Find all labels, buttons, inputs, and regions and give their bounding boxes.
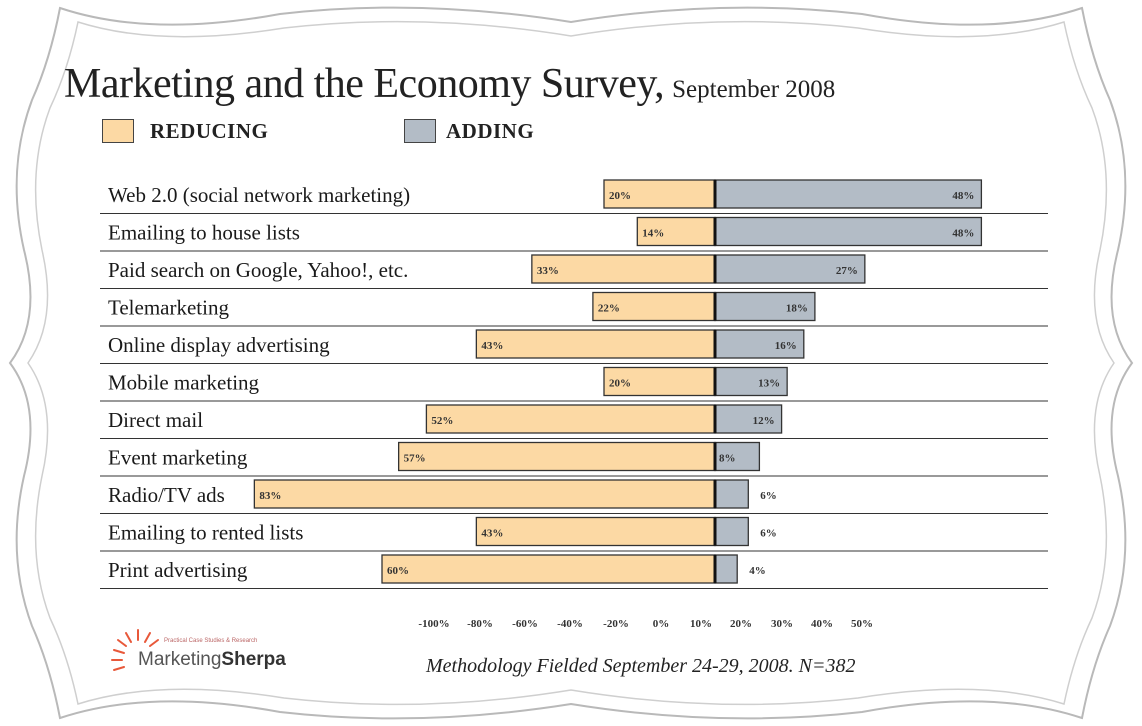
bar-adding [714, 291, 816, 322]
data-label-reducing: 33% [537, 265, 559, 277]
methodology-footnote: Methodology Fielded September 24-29, 200… [426, 655, 856, 677]
sunburst-icon [111, 629, 159, 671]
data-label-adding: 6% [760, 528, 777, 540]
category-label: Print advertising [108, 558, 248, 582]
x-tick-label: 30% [771, 618, 793, 630]
chart-title-main: Marketing and the Economy Survey, [64, 61, 665, 107]
bar-reducing [381, 554, 716, 584]
logo-name: MarketingSherpa [138, 649, 286, 671]
data-label-reducing: 14% [642, 228, 664, 240]
bar-reducing [425, 404, 716, 434]
x-tick-label: 20% [730, 618, 752, 630]
bar-reducing [603, 179, 716, 209]
data-label-reducing: 22% [598, 303, 620, 315]
data-label-adding: 6% [760, 490, 777, 502]
category-label: Telemarketing [108, 296, 229, 320]
data-label-reducing: 83% [259, 490, 281, 502]
bar-reducing [636, 216, 716, 247]
category-label: Online display advertising [108, 333, 330, 357]
data-label-reducing: 43% [481, 340, 503, 352]
data-label-adding: 48% [952, 190, 974, 202]
logo-tagline: Practical Case Studies & Research [164, 638, 258, 644]
x-tick-label: -20% [603, 618, 629, 630]
bar-reducing [253, 479, 716, 509]
legend-label-adding: ADDING [446, 118, 535, 143]
logo-name-part1: Marketing [138, 649, 222, 670]
chart-title-date: September 2008 [672, 76, 836, 103]
bar-adding [714, 516, 749, 547]
bar-adding [714, 179, 983, 209]
frame-inner-border [27, 20, 1115, 706]
x-tick-label: -100% [418, 618, 449, 630]
bar-adding [714, 216, 983, 247]
legend-item-reducing: REDUCING [102, 116, 268, 146]
legend-swatch-reducing [102, 119, 134, 143]
category-label: Direct mail [108, 408, 203, 432]
category-label: Radio/TV ads [108, 483, 225, 507]
bar-reducing [397, 441, 716, 472]
category-label: Mobile marketing [108, 371, 260, 395]
category-label: Paid search on Google, Yahoo!, etc. [108, 258, 408, 282]
bar-adding [714, 441, 761, 472]
data-label-reducing: 57% [404, 453, 426, 465]
data-label-reducing: 60% [387, 565, 409, 577]
category-label: Emailing to rented lists [108, 521, 303, 545]
category-label: Event marketing [108, 446, 248, 470]
bar-reducing [475, 329, 716, 359]
marketingsherpa-logo [108, 626, 378, 682]
data-label-reducing: 43% [481, 528, 503, 540]
legend-item-adding: ADDING [404, 116, 534, 146]
x-tick-label: -40% [557, 618, 583, 630]
x-tick-label: 40% [811, 618, 833, 630]
bar-adding [714, 479, 749, 509]
data-label-adding: 4% [749, 565, 766, 577]
category-label: Emailing to house lists [108, 221, 300, 245]
category-label: Web 2.0 (social network marketing) [108, 183, 410, 207]
data-label-adding: 12% [753, 415, 775, 427]
bar-reducing [531, 254, 716, 284]
bar-reducing [592, 291, 716, 322]
bar-reducing [475, 516, 716, 547]
bar-adding [714, 554, 738, 584]
data-label-adding: 27% [836, 265, 858, 277]
legend-swatch-adding [404, 119, 436, 143]
bar-adding [714, 366, 788, 397]
x-tick-label: 10% [690, 618, 712, 630]
bar-adding [714, 404, 783, 434]
data-label-adding: 16% [775, 340, 797, 352]
bar-adding [714, 329, 805, 359]
data-label-adding: 48% [952, 228, 974, 240]
chart-title: Marketing and the Economy Survey, Septem… [64, 60, 835, 108]
frame-outer-border [8, 6, 1134, 720]
data-label-reducing: 52% [431, 415, 453, 427]
data-label-adding: 13% [758, 378, 780, 390]
data-label-reducing: 20% [609, 378, 631, 390]
bar-adding [714, 254, 866, 284]
x-tick-label: 50% [851, 618, 873, 630]
x-tick-label: 0% [653, 618, 670, 630]
data-label-reducing: 20% [609, 190, 631, 202]
data-label-adding: 18% [786, 303, 808, 315]
x-tick-label: -60% [512, 618, 538, 630]
data-label-adding: 8% [719, 453, 736, 465]
logo-name-part2: Sherpa [221, 649, 286, 670]
legend-label-reducing: REDUCING [150, 118, 269, 143]
x-tick-label: -80% [467, 618, 493, 630]
